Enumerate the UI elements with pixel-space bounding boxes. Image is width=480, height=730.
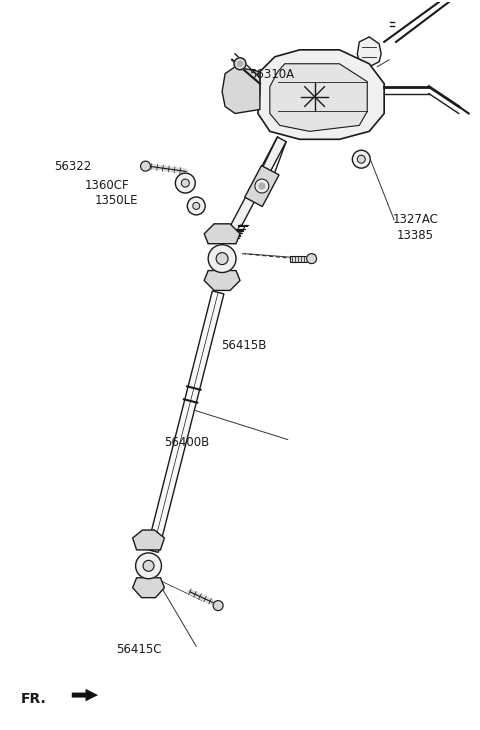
Text: 1360CF: 1360CF (85, 179, 130, 191)
Circle shape (141, 161, 151, 171)
Text: 1327AC: 1327AC (393, 213, 439, 226)
Circle shape (307, 253, 316, 264)
Polygon shape (258, 50, 384, 139)
Circle shape (187, 197, 205, 215)
Circle shape (238, 61, 242, 66)
Polygon shape (245, 166, 279, 207)
Circle shape (234, 58, 246, 70)
Circle shape (136, 553, 161, 579)
Text: 56310A: 56310A (250, 68, 295, 81)
Circle shape (255, 179, 269, 193)
Polygon shape (147, 291, 224, 553)
Polygon shape (290, 255, 307, 261)
Text: 56415C: 56415C (116, 643, 161, 656)
Text: 56415B: 56415B (221, 339, 266, 352)
Circle shape (216, 253, 228, 264)
Polygon shape (270, 64, 367, 131)
Polygon shape (204, 271, 240, 291)
Circle shape (143, 561, 154, 572)
Polygon shape (224, 137, 286, 243)
Circle shape (208, 245, 236, 272)
Circle shape (352, 150, 370, 168)
Text: 13385: 13385 (396, 228, 433, 242)
Circle shape (181, 179, 189, 187)
Text: FR.: FR. (21, 692, 46, 706)
Circle shape (259, 183, 265, 189)
Polygon shape (204, 224, 240, 244)
Circle shape (193, 202, 200, 210)
Polygon shape (357, 37, 381, 66)
Polygon shape (222, 66, 260, 113)
Polygon shape (132, 577, 165, 598)
Circle shape (357, 155, 365, 164)
Circle shape (175, 173, 195, 193)
Polygon shape (132, 530, 165, 550)
Circle shape (213, 601, 223, 610)
Text: 1350LE: 1350LE (95, 194, 138, 207)
Text: 56322: 56322 (54, 161, 91, 173)
Text: 56400B: 56400B (164, 436, 209, 449)
